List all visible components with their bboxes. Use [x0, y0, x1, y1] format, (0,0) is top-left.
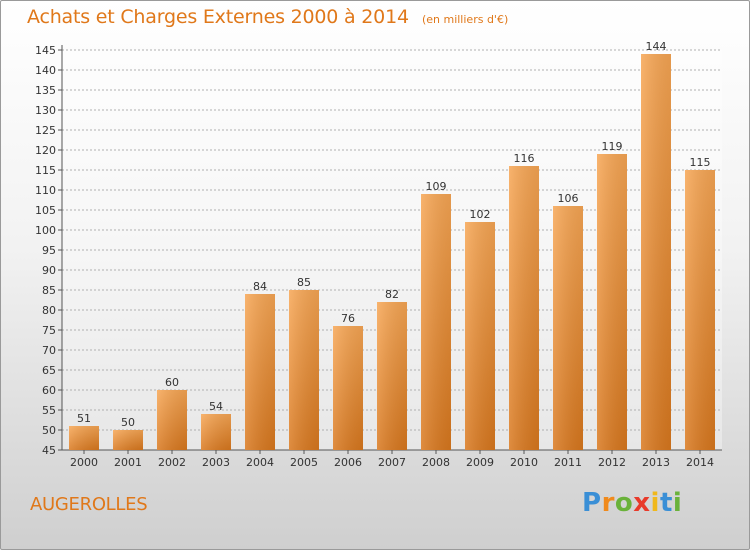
bar-shade	[685, 170, 715, 450]
x-tick-label: 2008	[422, 456, 450, 469]
data-label: 84	[253, 280, 267, 293]
logo-letter: P	[582, 488, 602, 518]
x-tick-label: 2009	[466, 456, 494, 469]
x-tick-label: 2006	[334, 456, 362, 469]
bar-shade	[157, 390, 187, 450]
x-tick-label: 2002	[158, 456, 186, 469]
bar-shade	[289, 290, 319, 450]
y-tick-label: 125	[35, 124, 56, 137]
bar-shade	[553, 206, 583, 450]
y-tick-label: 115	[35, 164, 56, 177]
logo-letter: o	[614, 488, 634, 518]
y-tick-label: 65	[42, 364, 56, 377]
data-label: 106	[558, 192, 579, 205]
data-label: 76	[341, 312, 355, 325]
x-tick-label: 2005	[290, 456, 318, 469]
y-tick-label: 75	[42, 324, 56, 337]
commune-name: AUGEROLLES	[30, 494, 148, 515]
data-label: 116	[514, 152, 535, 165]
data-label: 119	[602, 140, 623, 153]
y-tick-label: 110	[35, 184, 56, 197]
x-tick-label: 2010	[510, 456, 538, 469]
proxiti-logo: Proxiti	[582, 488, 682, 518]
y-tick-label: 45	[42, 444, 56, 457]
y-tick-label: 100	[35, 224, 56, 237]
y-tick-label: 60	[42, 384, 56, 397]
data-label: 144	[646, 40, 667, 53]
y-tick-label: 70	[42, 344, 56, 357]
y-tick-label: 95	[42, 244, 56, 257]
y-tick-label: 80	[42, 304, 56, 317]
title-row: Achats et Charges Externes 2000 à 2014 (…	[27, 6, 508, 28]
y-tick-label: 55	[42, 404, 56, 417]
bar-shade	[421, 194, 451, 450]
x-tick-label: 2007	[378, 456, 406, 469]
x-tick-label: 2004	[246, 456, 274, 469]
data-label: 102	[470, 208, 491, 221]
data-label: 51	[77, 412, 91, 425]
data-label: 115	[690, 156, 711, 169]
chart-subtitle: (en milliers d'€)	[421, 13, 509, 26]
data-label: 85	[297, 276, 311, 289]
logo-letter: r	[601, 488, 615, 518]
x-tick-label: 2011	[554, 456, 582, 469]
x-tick-label: 2000	[70, 456, 98, 469]
bar-shade	[509, 166, 539, 450]
bar-shade	[245, 294, 275, 450]
x-tick-label: 2014	[686, 456, 714, 469]
data-label: 82	[385, 288, 399, 301]
y-tick-label: 140	[35, 64, 56, 77]
y-tick-label: 130	[35, 104, 56, 117]
x-tick-label: 2001	[114, 456, 142, 469]
x-tick-label: 2012	[598, 456, 626, 469]
y-tick-label: 135	[35, 84, 56, 97]
logo-letter: i	[650, 488, 660, 518]
data-label: 50	[121, 416, 135, 429]
y-tick-label: 105	[35, 204, 56, 217]
bar-shade	[201, 414, 231, 450]
chart-title: Achats et Charges Externes 2000 à 2014	[27, 6, 409, 28]
logo-letter: i	[672, 488, 683, 518]
bar-shade	[641, 54, 671, 450]
bar-shade	[597, 154, 627, 450]
bar-shade	[465, 222, 495, 450]
y-tick-label: 90	[42, 264, 56, 277]
bar-shade	[113, 430, 143, 450]
x-tick-label: 2003	[202, 456, 230, 469]
logo-letter: x	[633, 488, 651, 518]
data-label: 60	[165, 376, 179, 389]
bar-shade	[377, 302, 407, 450]
y-tick-label: 85	[42, 284, 56, 297]
data-label: 109	[426, 180, 447, 193]
bar-shade	[333, 326, 363, 450]
data-label: 54	[209, 400, 223, 413]
x-tick-label: 2013	[642, 456, 670, 469]
bar-shade	[69, 426, 99, 450]
logo-letter: t	[659, 488, 673, 518]
y-tick-label: 145	[35, 44, 56, 57]
y-tick-label: 50	[42, 424, 56, 437]
y-tick-label: 120	[35, 144, 56, 157]
